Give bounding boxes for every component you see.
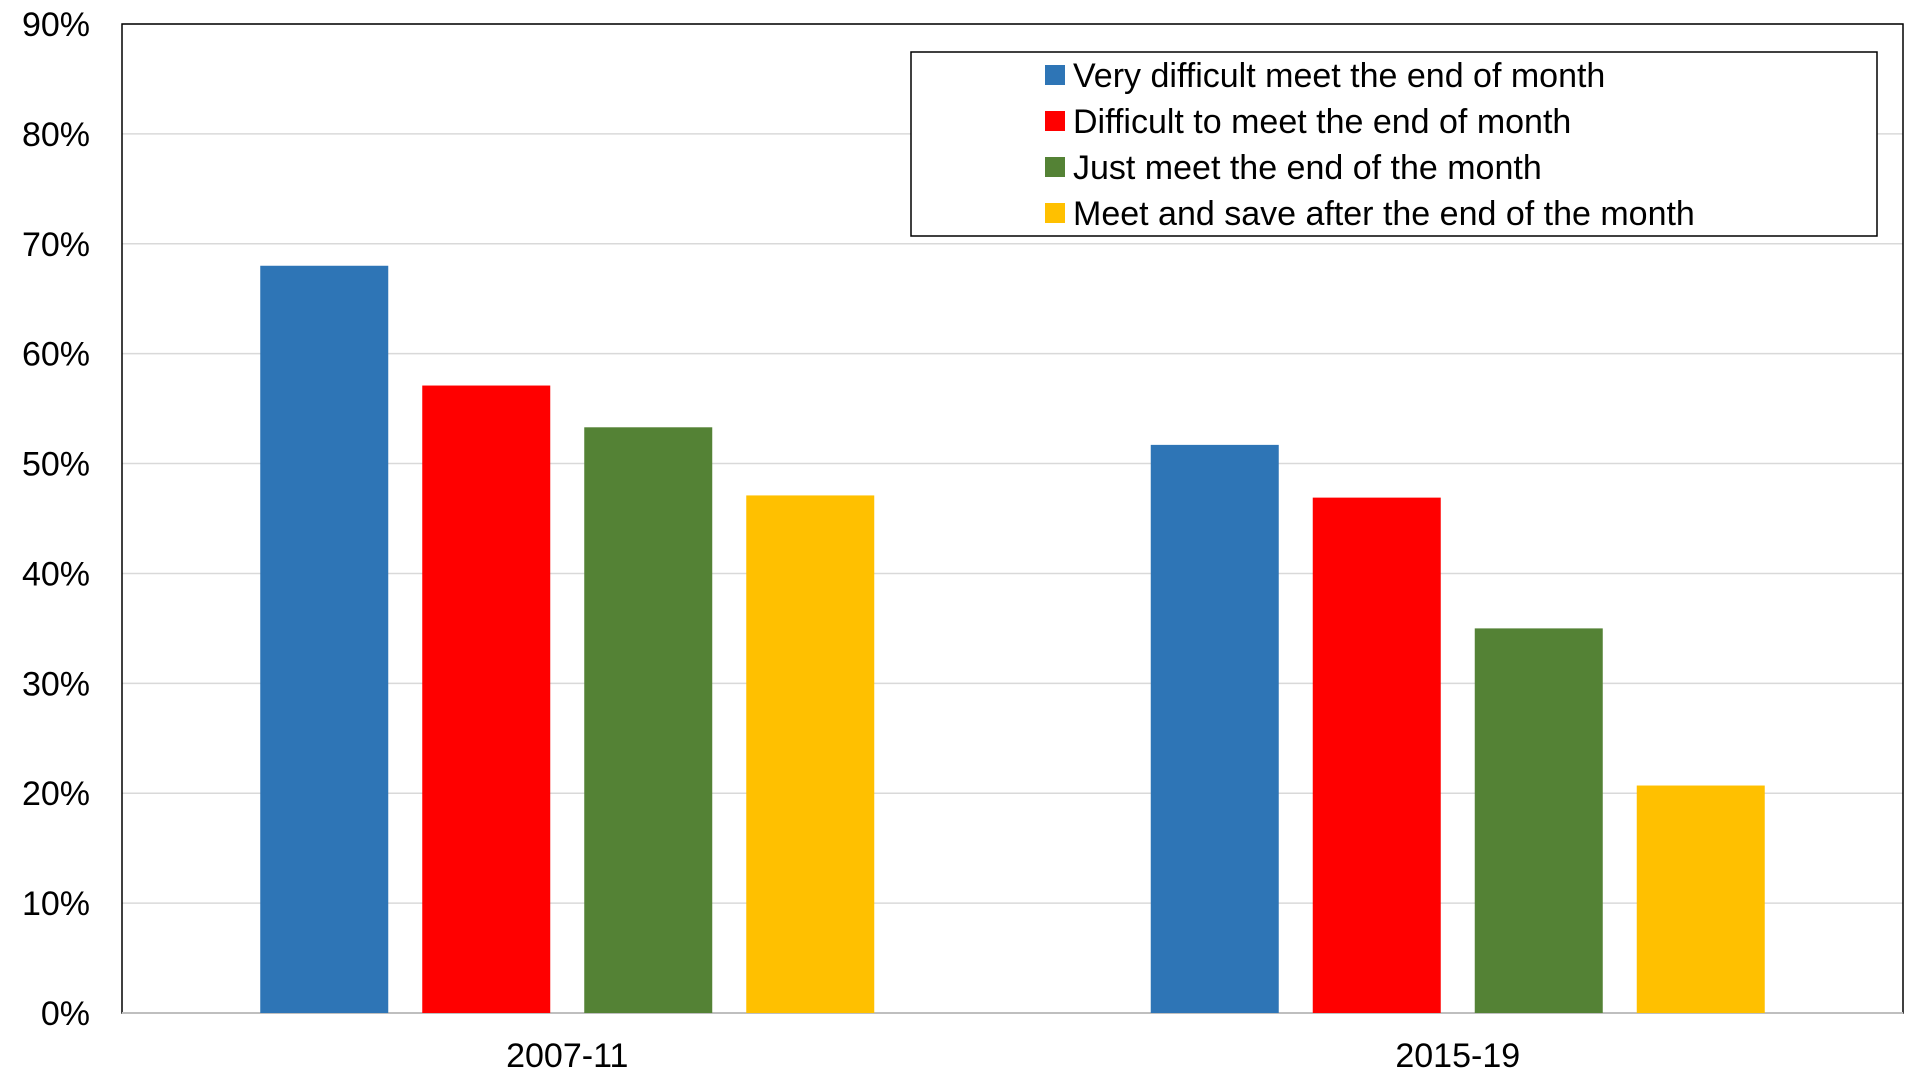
bar [746,495,875,1013]
y-tick-label: 60% [22,336,90,374]
y-tick-label: 90% [22,6,90,44]
legend-label: Just meet the end of the month [1073,149,1542,187]
x-axis: 2007-11 2015-19 [506,1037,1520,1073]
x-tick-label: 2015-19 [1395,1037,1520,1073]
bar [1474,628,1603,1013]
y-tick-label: 80% [22,116,90,154]
y-tick-label: 10% [22,885,90,923]
bar [1312,497,1441,1014]
bar [1150,444,1279,1013]
y-tick-label: 0% [41,995,90,1033]
bar [422,385,551,1014]
legend-label: Very difficult meet the end of month [1073,57,1605,95]
legend-swatch [1045,203,1065,223]
legend-box [910,51,1878,237]
y-tick-label: 40% [22,555,90,593]
bar [584,427,713,1013]
bar [1636,785,1765,1013]
legend-swatch [1045,65,1065,85]
y-tick-label: 70% [22,226,90,264]
legend: Very difficult meet the end of month Diff… [910,51,1878,237]
legend-swatch [1045,157,1065,177]
legend-swatch [1045,111,1065,131]
y-axis: 0% 10% 20% 30% 40% 50% 60% 70% 80% 90% [22,6,1903,1033]
bar [260,265,389,1013]
y-tick-label: 20% [22,775,90,813]
bars [260,265,1765,1014]
legend-label: Difficult to meet the end of month [1073,103,1571,141]
x-tick-label: 2007-11 [506,1037,628,1073]
legend-label: Meet and save after the end of the month [1073,195,1695,233]
y-tick-label: 50% [22,446,90,484]
y-tick-label: 30% [22,665,90,703]
